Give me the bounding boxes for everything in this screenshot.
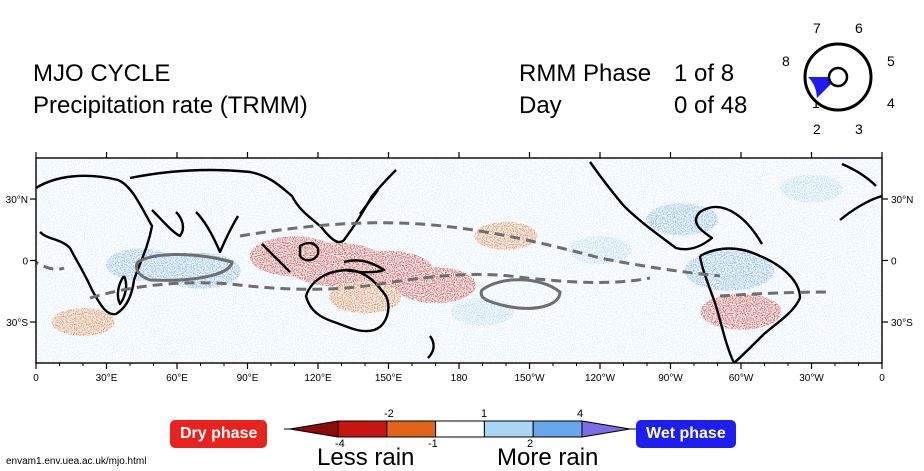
- colorbar-segment-4: [483, 420, 534, 438]
- y-tick-label-right-0: 30°N: [891, 195, 913, 206]
- olr-contours: [36, 221, 831, 310]
- x-tick-label-12: 0: [879, 373, 885, 384]
- anomaly-region-15: [451, 297, 514, 326]
- y-tick-label-right-2: 30°S: [891, 318, 913, 329]
- anomaly-region-11: [568, 236, 632, 265]
- dial-label-3: 3: [855, 121, 863, 137]
- coast-japan: [359, 189, 379, 215]
- less-rain-label: Less rain: [317, 444, 415, 471]
- x-tick-label-7: 150°W: [514, 373, 545, 384]
- rmm-phase-value: 1 of 8: [674, 60, 735, 87]
- dial-label-7: 7: [813, 20, 821, 36]
- colorbar-bottom-label-1: -4: [335, 438, 345, 450]
- dry-phase-badge: Dry phase: [170, 420, 268, 448]
- dial-label-5: 5: [887, 53, 895, 69]
- coast-india: [195, 211, 240, 254]
- coast-samerica: [698, 247, 802, 363]
- title-line2: Precipitation rate (TRMM): [33, 92, 308, 119]
- x-tick-label-11: 30°W: [799, 373, 824, 384]
- coast-europe-west: [839, 194, 882, 221]
- y-tick-label-left-0: 30°N: [6, 195, 28, 206]
- colorbar-top-label-3: 4: [577, 408, 584, 420]
- colorbar-top-label-1: -2: [384, 408, 394, 420]
- colorbar-segment-3: [435, 420, 485, 438]
- day-value: 0 of 48: [674, 92, 748, 119]
- x-tick-label-10: 60°W: [729, 373, 754, 384]
- y-tick-label-right-1: 0: [891, 257, 897, 268]
- y-tick-label-left-1: 0: [22, 257, 28, 268]
- colorbar-end-high: [581, 420, 631, 438]
- colorbar-segment-1: [337, 420, 388, 438]
- dial-label-2: 2: [813, 121, 821, 137]
- x-tick-label-2: 60°E: [166, 373, 188, 384]
- x-axis: 0 30°E 60°E 90°E 120°E 150°E 180 150°W 120°W 90°W…: [33, 152, 885, 384]
- x-tick-label-8: 120°W: [585, 373, 616, 384]
- x-tick-label-3: 90°E: [237, 373, 259, 384]
- coast-madagascar: [116, 275, 128, 306]
- y-axis: 30°N 30°N 0 0 30°S 30°S: [6, 195, 914, 329]
- more-rain-label: More rain: [497, 444, 599, 471]
- colorbar-bottom-label-2: -1: [428, 438, 438, 450]
- x-tick-label-6: 180: [451, 373, 468, 384]
- coast-namerica: [589, 161, 764, 251]
- x-tick-label-0: 0: [33, 373, 39, 384]
- coast-australia: [304, 268, 390, 333]
- colorbar-segment-2: [386, 420, 437, 438]
- coast-arabia: [151, 209, 185, 238]
- anomaly-region-14: [780, 174, 843, 203]
- anomaly-region-8: [51, 308, 115, 336]
- anomaly-region-5: [329, 281, 401, 314]
- coast-borneo: [298, 242, 320, 262]
- x-tick-label-5: 150°E: [375, 373, 403, 384]
- dial-label-8: 8: [782, 53, 790, 69]
- day-label: Day: [519, 92, 562, 119]
- y-tick-label-left-2: 30°S: [6, 318, 28, 329]
- phase-dial: [803, 42, 873, 112]
- colorbar-bottom-label-3: 2: [527, 438, 534, 450]
- colorbar-segment-5: [532, 420, 583, 438]
- colorbar: [284, 420, 636, 438]
- x-tick-label-1: 30°E: [96, 373, 118, 384]
- coast-sumatra: [261, 243, 291, 273]
- anomaly-region-6: [474, 221, 538, 250]
- coastlines: [36, 161, 882, 363]
- map-plot: [36, 158, 882, 363]
- coast-newzealand: [427, 335, 435, 359]
- anomaly-region-4: [395, 267, 476, 304]
- x-tick-label-4: 120°E: [304, 373, 332, 384]
- source-url: envam1.env.uea.ac.uk/mjo.html: [6, 456, 147, 467]
- dial-label-4: 4: [887, 95, 895, 111]
- rmm-phase-label: RMM Phase: [519, 60, 652, 87]
- title-line1: MJO CYCLE: [33, 60, 171, 87]
- coast-greenland: [841, 162, 877, 187]
- x-tick-label-9: 90°W: [658, 373, 683, 384]
- wet-phase-badge: Wet phase: [636, 420, 736, 448]
- colorbar-top-label-2: 1: [481, 408, 488, 420]
- colorbar-end-low: [289, 420, 339, 438]
- dial-label-6: 6: [855, 20, 863, 36]
- coast-africa: [36, 174, 154, 316]
